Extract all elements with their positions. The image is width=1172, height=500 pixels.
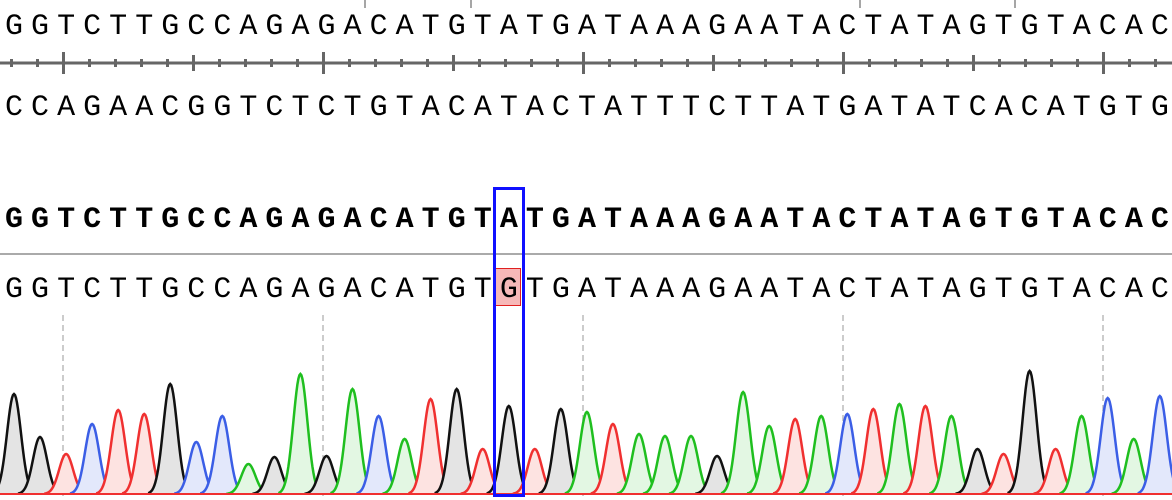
peak-fill-G (1007, 371, 1052, 494)
peak-fill-C (1137, 396, 1172, 494)
mismatch-highlight (495, 268, 521, 306)
top-strand-sequence: GGTCTTGCCAGAGACATGTATGATAAAGAATACTATAGTG… (5, 10, 1172, 44)
separator (0, 253, 1172, 255)
peak-fill-A (278, 374, 323, 494)
peak-C (1137, 394, 1172, 495)
selected-base-column[interactable] (493, 187, 525, 497)
read-sequence: GGTCTTGCCAGAGACATGTGTGATAAAGAATACTATAGTG… (5, 273, 1172, 307)
peak-A (277, 372, 323, 495)
reference-sequence: GGTCTTGCCAGAGACATGTATGATAAAGAATACTATAGTG… (5, 203, 1172, 237)
complement-strand-sequence: CCAGAACGGTCTCTGTACATACTATTTCTTATGATATCAC… (5, 91, 1172, 125)
